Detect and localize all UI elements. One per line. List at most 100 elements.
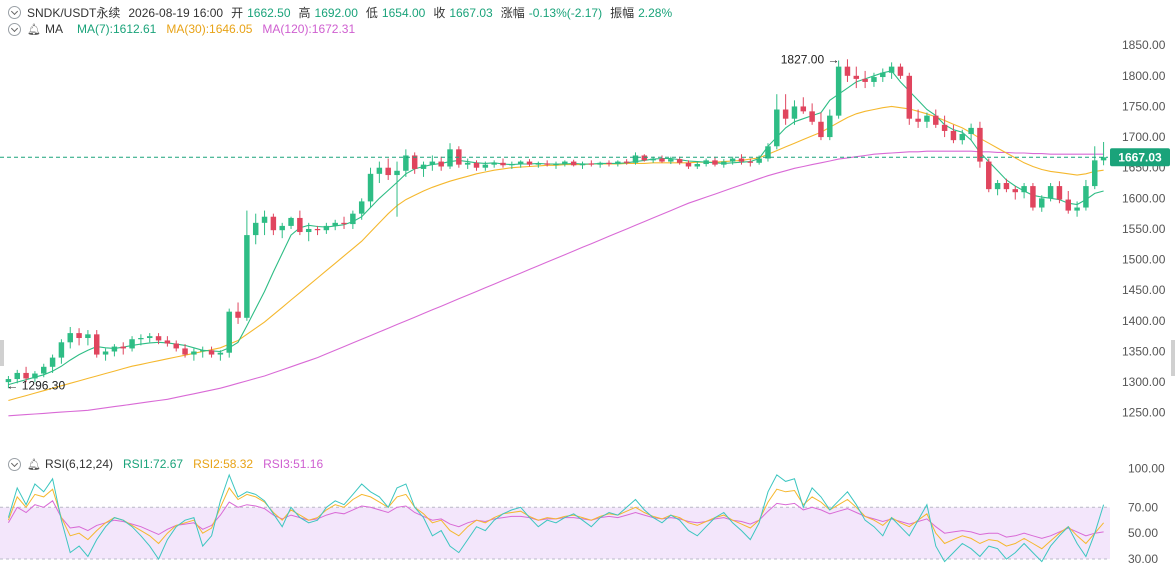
candle-body (111, 346, 118, 352)
candle (191, 348, 197, 361)
candle (76, 328, 82, 346)
candle (668, 156, 674, 165)
candle (517, 160, 524, 168)
high-value: 1692.00 (314, 5, 358, 20)
rsi-bell-icon[interactable]: 🔔︎ (27, 458, 41, 471)
candle-body (1056, 186, 1063, 200)
candle-body (244, 235, 250, 318)
price-tick-label: 1850.00 (1122, 38, 1166, 52)
candle-body (482, 164, 489, 168)
candle (712, 156, 718, 167)
right-scroll-handle (1171, 340, 1175, 376)
candle-body (473, 162, 480, 168)
candle-body (358, 201, 365, 214)
candle-body (933, 115, 939, 125)
candle-body (1039, 198, 1045, 208)
amplitude-value: 2.28% (638, 5, 673, 20)
candle (332, 219, 338, 231)
candle-body (835, 66, 842, 116)
candle (570, 159, 577, 167)
candle-body (385, 167, 391, 176)
candle (5, 375, 12, 389)
candle (235, 302, 241, 324)
candle (950, 124, 957, 144)
candle (986, 158, 992, 193)
candle-body (535, 163, 542, 165)
candle (959, 129, 966, 145)
symbol-label[interactable]: SNDK/USDT永续 (27, 6, 121, 20)
rsi-tick-label: 50.00 (1128, 526, 1158, 540)
candle (588, 160, 595, 167)
candle (164, 336, 171, 347)
candle (1003, 178, 1010, 193)
candle (473, 160, 480, 171)
candle-body (517, 161, 524, 165)
candle-body (138, 338, 144, 340)
candle-body (641, 155, 648, 161)
bell-icon[interactable]: 🔔︎ (27, 23, 41, 36)
price-tick-label: 1750.00 (1122, 99, 1166, 113)
candle (438, 156, 444, 171)
ma120-line (8, 150, 1104, 417)
candle (447, 143, 453, 169)
candle (226, 308, 232, 358)
candle-body (146, 336, 153, 339)
candle (853, 66, 860, 89)
candle (182, 344, 188, 358)
candle-body (85, 334, 91, 339)
candle-body (703, 160, 709, 165)
candle-body (411, 155, 418, 169)
candle (385, 158, 391, 180)
ma30-line (8, 105, 1104, 402)
candle (924, 112, 930, 128)
candle-body (226, 311, 232, 353)
candle-body (562, 161, 568, 165)
candle (173, 340, 179, 352)
candle-body (544, 163, 550, 165)
candle (208, 346, 215, 358)
ma-label[interactable]: MA (44, 22, 63, 36)
candle-body (1030, 186, 1036, 208)
candle-body (676, 159, 683, 163)
price-tick-label: 1550.00 (1122, 222, 1166, 236)
candle (85, 330, 91, 346)
candle (41, 363, 47, 378)
candle-body (376, 167, 383, 174)
candle (491, 160, 497, 168)
candle (880, 68, 886, 82)
candle-body (279, 225, 285, 231)
candle (535, 161, 542, 168)
open-value: 1662.50 (247, 5, 291, 20)
rsi1-line (7, 473, 1105, 563)
candle (809, 103, 815, 125)
candle-body (941, 124, 948, 131)
candle-body (809, 111, 815, 122)
candle-body (102, 351, 109, 355)
rsi-legend: 🔔︎ RSI(6,12,24) RSI1:72.67 RSI2:58.32 RS… (8, 457, 323, 471)
candle-body (668, 159, 674, 162)
ma-collapse-chevron-icon[interactable] (8, 22, 21, 36)
candle-body (738, 158, 745, 162)
candle (791, 100, 798, 125)
candle (721, 159, 727, 168)
ma30-legend: MA(30):1646.05 (166, 22, 253, 36)
candle-body (782, 109, 789, 119)
candle-body (350, 213, 356, 225)
candle-body (994, 183, 1001, 190)
rsi-collapse-chevron-icon[interactable] (8, 457, 21, 471)
candle-body (1083, 186, 1089, 208)
candle-body (332, 222, 338, 226)
candle-body (120, 346, 126, 349)
candle (270, 213, 277, 236)
candle (199, 346, 206, 358)
candle-body (694, 164, 701, 167)
candle-body (986, 161, 992, 190)
candle-body (1092, 160, 1098, 187)
rsi-label[interactable]: RSI(6,12,24) (44, 457, 114, 471)
candle-body (977, 127, 983, 162)
candle-body (1012, 189, 1019, 193)
collapse-chevron-icon[interactable] (8, 6, 21, 19)
close-value: 1667.03 (449, 5, 493, 20)
candle-body (199, 350, 206, 352)
